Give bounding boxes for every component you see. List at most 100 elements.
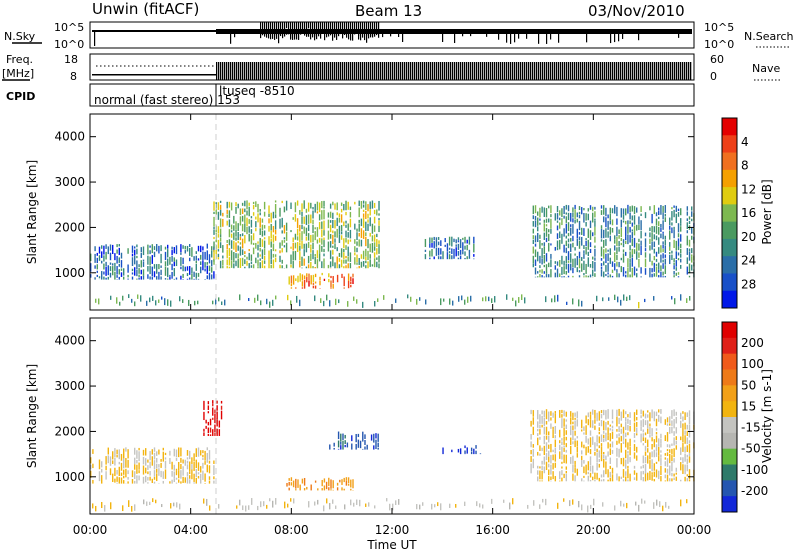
- echo-mark: [134, 250, 135, 255]
- echo-mark: [566, 425, 567, 429]
- echo-mark: [599, 411, 600, 420]
- echo-mark: [141, 247, 142, 252]
- echo-mark: [233, 260, 234, 262]
- echo-mark: [189, 471, 190, 474]
- echo-mark: [572, 441, 573, 444]
- echo-mark: [689, 249, 690, 252]
- echo-mark: [138, 463, 139, 470]
- echo-mark: [170, 301, 171, 307]
- freq-trace: [618, 62, 619, 80]
- echo-mark: [180, 470, 181, 479]
- echo-mark: [180, 244, 181, 252]
- echo-mark: [160, 471, 161, 477]
- echo-mark: [607, 250, 608, 252]
- echo-mark: [658, 263, 659, 270]
- echo-mark: [255, 243, 256, 249]
- echo-mark: [341, 225, 342, 231]
- echo-mark: [636, 433, 637, 435]
- echo-mark: [154, 271, 155, 277]
- echo-mark: [641, 499, 642, 504]
- echo-mark: [634, 215, 635, 224]
- x-tick-label: 08:00: [274, 523, 309, 537]
- echo-mark: [112, 263, 113, 265]
- echo-mark: [660, 434, 661, 439]
- echo-mark: [221, 411, 222, 420]
- echo-mark: [464, 237, 465, 244]
- echo-mark: [116, 450, 117, 454]
- echo-mark: [180, 276, 181, 280]
- nsky-spike: [266, 22, 267, 33]
- echo-mark: [669, 255, 670, 264]
- echo-mark: [264, 237, 265, 239]
- echo-mark: [632, 249, 633, 255]
- echo-mark: [299, 225, 300, 232]
- echo-mark: [99, 255, 100, 261]
- freq-trace: [358, 62, 359, 80]
- echo-mark: [105, 262, 106, 267]
- echo-mark: [213, 212, 214, 214]
- echo-mark: [209, 450, 210, 460]
- echo-mark: [644, 501, 645, 504]
- echo-mark: [152, 456, 153, 465]
- echo-mark: [211, 274, 212, 279]
- echo-mark: [208, 405, 209, 409]
- echo-mark: [312, 211, 313, 219]
- echo-mark: [689, 456, 690, 462]
- echo-mark: [363, 201, 364, 204]
- echo-mark: [313, 286, 314, 289]
- echo-mark: [204, 279, 205, 280]
- echo-mark: [214, 414, 215, 423]
- echo-mark: [200, 450, 201, 455]
- echo-mark: [370, 201, 371, 208]
- echo-mark: [116, 249, 117, 253]
- nsky-spike: [334, 22, 335, 34]
- echo-mark: [607, 272, 608, 274]
- nsky-spike: [326, 34, 327, 37]
- nsky-spike: [284, 22, 285, 30]
- echo-mark: [114, 479, 115, 483]
- echo-mark: [296, 296, 297, 303]
- echo-mark: [330, 288, 331, 289]
- echo-mark: [275, 204, 276, 214]
- echo-mark: [193, 453, 194, 461]
- echo-mark: [351, 444, 352, 450]
- echo-mark: [141, 276, 142, 279]
- echo-mark: [594, 207, 595, 210]
- echo-mark: [643, 429, 644, 432]
- echo-mark: [662, 260, 663, 263]
- echo-mark: [352, 479, 353, 488]
- echo-mark: [621, 258, 622, 260]
- echo-mark: [621, 436, 622, 442]
- nsky-spike: [332, 33, 333, 41]
- echo-mark: [110, 253, 111, 260]
- freq-trace: [254, 62, 255, 80]
- echo-mark: [315, 481, 316, 483]
- echo-mark: [311, 485, 312, 491]
- echo-mark: [350, 489, 351, 491]
- echo-mark: [335, 506, 336, 509]
- velocity-colorbar-swatch: [722, 417, 737, 433]
- echo-mark: [269, 498, 270, 501]
- echo-mark: [260, 209, 261, 212]
- echo-mark: [555, 440, 556, 447]
- echo-mark: [629, 274, 630, 277]
- echo-mark: [618, 229, 619, 234]
- echo-mark: [268, 214, 269, 217]
- echo-mark: [673, 265, 674, 269]
- echo-mark: [583, 432, 584, 434]
- echo-mark: [374, 210, 375, 214]
- echo-mark: [350, 480, 351, 488]
- echo-mark: [323, 240, 324, 247]
- echo-mark: [673, 210, 674, 217]
- echo-mark: [636, 422, 637, 427]
- nsky-spike: [312, 33, 313, 37]
- echo-mark: [235, 237, 236, 240]
- echo-mark: [299, 232, 300, 242]
- echo-mark: [665, 217, 666, 222]
- echo-mark: [594, 452, 595, 456]
- echo-mark: [180, 257, 181, 266]
- echo-mark: [574, 441, 575, 447]
- echo-mark: [317, 227, 318, 237]
- freq-trace: [456, 62, 457, 80]
- echo-mark: [372, 224, 373, 234]
